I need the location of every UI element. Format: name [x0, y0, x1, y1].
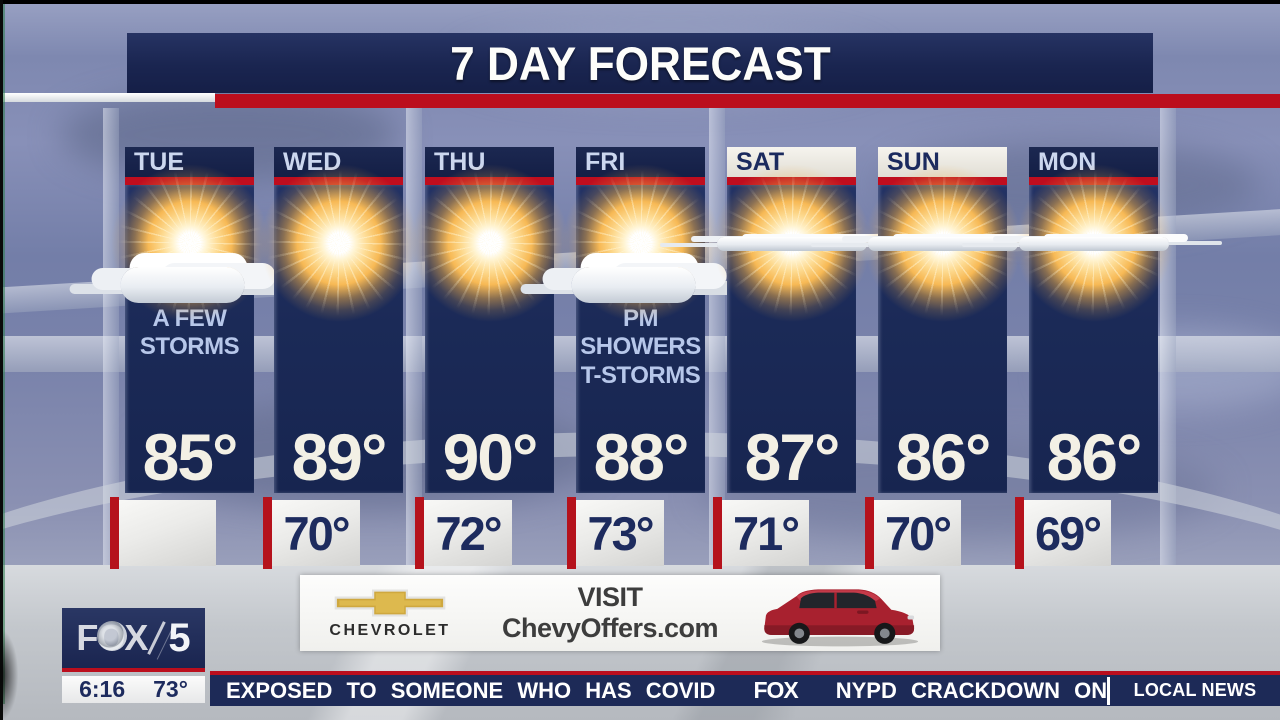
mostly-sunny-icon: [709, 161, 874, 325]
chevrolet-wordmark: CHEVROLET: [329, 621, 451, 639]
fox-network-logo: FOX: [76, 617, 148, 658]
mostly-sunny-icon: [860, 161, 1025, 325]
forecast-column-mon: MON 86°: [1011, 147, 1176, 495]
low-temp: 71°: [732, 506, 800, 560]
day-panel: 90°: [407, 161, 572, 495]
suv-illustration: [761, 589, 919, 647]
day-panel: A FEW STORMS 85°: [107, 161, 272, 495]
low-temp: 69°: [1034, 506, 1102, 560]
low-temp-box-sat: 71°: [713, 497, 809, 569]
high-temp: 88°: [593, 420, 690, 495]
set-white-beam: [0, 93, 215, 102]
frame-edge: [0, 0, 1280, 4]
high-temp: 86°: [1046, 420, 1143, 495]
day-panel: 87°: [709, 161, 874, 495]
ticker-divider: [1107, 676, 1110, 705]
high-temp: 89°: [291, 420, 388, 495]
high-temp: 90°: [442, 420, 539, 495]
time-temperature-bug: 6:16 73°: [62, 676, 205, 703]
frame-edge: [0, 0, 3, 720]
low-temp-red-bar: [865, 497, 874, 569]
red-suv-image: [740, 578, 940, 648]
sponsor-ad-banner: CHEVROLET VISIT ChevyOffers.com: [300, 575, 940, 651]
fox5-logo: FOX 5: [62, 608, 205, 672]
forecast-column-wed: WED 89°: [256, 147, 421, 495]
low-temp-box-mon: 69°: [1015, 497, 1111, 569]
low-temp: 70°: [884, 506, 952, 560]
low-temp-red-bar: [1015, 497, 1024, 569]
sun-icon: [407, 161, 572, 325]
forecast-column-fri: FRI PM SHOWERS T-STORMS 88°: [558, 147, 723, 495]
low-temp-box-tue: [110, 497, 216, 569]
frame-smudge: [0, 630, 18, 720]
ad-message: VISIT ChevyOffers.com: [501, 582, 719, 643]
low-temp: 70°: [283, 506, 350, 560]
day-panel: 86°: [1011, 161, 1176, 495]
condition-text: PM SHOWERS T-STORMS: [580, 305, 701, 389]
ticker-headline: EXPOSED TO SOMEONE WHO HAS COVID: [226, 677, 716, 703]
thin-cloud-icon: [1018, 237, 1169, 251]
clock-time: 6:16: [79, 676, 126, 702]
low-temp-box-fri: 73°: [567, 497, 664, 569]
low-temp-box-wed: 70°: [263, 497, 360, 569]
low-temp-red-bar: [713, 497, 722, 569]
thin-cloud-icon: [867, 237, 1018, 251]
mostly-sunny-icon: [1011, 161, 1176, 325]
cloud-icon: [571, 267, 696, 303]
cloud-icon: [120, 267, 245, 303]
low-temp-box-thu: 72°: [415, 497, 512, 569]
page-title: 7 DAY FORECAST: [449, 36, 831, 90]
sun-icon: [256, 161, 421, 325]
fox5-slash-icon: [147, 621, 167, 655]
forecast-column-thu: THU 90°: [407, 147, 572, 495]
current-temp: 73°: [153, 676, 188, 702]
high-temp: 86°: [895, 420, 992, 495]
title-bar: 7 DAY FORECAST: [127, 33, 1153, 93]
high-temp: 85°: [142, 420, 239, 495]
chevrolet-logo: CHEVROLET: [300, 587, 480, 640]
sunny-icon: [407, 161, 572, 325]
low-temp: 72°: [435, 506, 502, 560]
chevrolet-bowtie-icon: [334, 588, 446, 617]
forecast-column-sun: SUN 86°: [860, 147, 1025, 495]
news-ticker: EXPOSED TO SOMEONE WHO HAS COVID FOX NYP…: [210, 671, 1280, 706]
low-temp-red-bar: [415, 497, 424, 569]
low-temp: 73°: [587, 506, 654, 560]
channel-number: 5: [168, 616, 191, 660]
partly-cloudy-storms-icon: [107, 161, 272, 325]
ticker-fox-logo: FOX: [753, 677, 798, 703]
low-temp-red-bar: [263, 497, 272, 569]
day-panel: PM SHOWERS T-STORMS 88°: [558, 161, 723, 495]
thin-cloud-icon: [716, 237, 867, 251]
low-temp-box-sun: 70°: [865, 497, 961, 569]
low-temp-red-bar: [567, 497, 576, 569]
forecast-column-tue: TUE A FEW STORMS 85°: [107, 147, 272, 495]
day-panel: 89°: [256, 161, 421, 495]
high-temp: 87°: [744, 420, 841, 495]
ticker-headline: NYPD CRACKDOWN ON CON: [835, 677, 1107, 703]
sunny-icon: [256, 161, 421, 325]
title-red-underline: [215, 94, 1280, 108]
ticker-section-label: LOCAL NEWS: [1133, 680, 1257, 700]
day-panel: 86°: [860, 161, 1025, 495]
partly-cloudy-storms-icon: [558, 161, 723, 325]
frame-edge: [3, 4, 5, 704]
forecast-column-sat: SAT 87°: [709, 147, 874, 495]
low-temp-red-bar: [110, 497, 119, 569]
